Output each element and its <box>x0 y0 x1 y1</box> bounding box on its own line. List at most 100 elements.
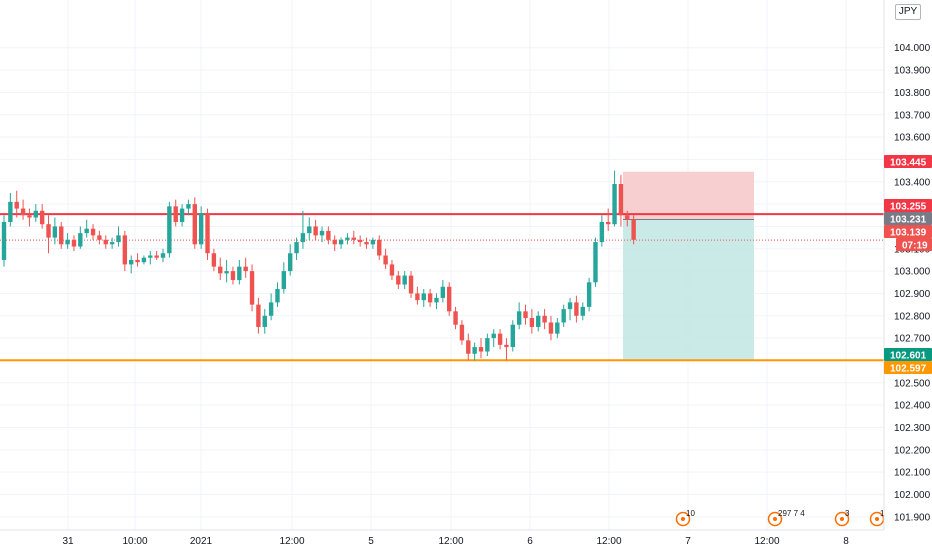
candle-body <box>84 228 89 234</box>
candle-body <box>313 226 318 236</box>
time-axis[interactable]: 31 10:00 2021 12:00 5 12:00 6 12:00 7 12:00 8 <box>62 536 849 547</box>
price-tag-countdown: 07:19 <box>896 238 932 252</box>
candle-body <box>243 266 248 272</box>
currency-label[interactable]: JPY <box>895 4 921 20</box>
candle-body <box>466 340 471 354</box>
price-tick-label: 102.800 <box>894 311 931 322</box>
price-tag-label: 07:19 <box>902 241 928 252</box>
price-tag-bg <box>884 361 932 374</box>
candle-body <box>415 293 420 301</box>
price-tag-target: 102.601 <box>884 348 932 362</box>
candle-body <box>300 233 306 243</box>
candle-body <box>612 184 617 225</box>
candle-body <box>427 293 433 303</box>
candle-body <box>606 221 611 225</box>
price-tag-label: 102.601 <box>890 351 927 362</box>
event-marker-count: 1 <box>880 509 885 518</box>
candle-body <box>402 275 407 285</box>
candle-body <box>20 208 26 216</box>
candle-body <box>516 311 522 325</box>
candle-body <box>167 206 172 254</box>
candle-body <box>90 228 96 236</box>
time-tick-label: 10:00 <box>122 536 147 547</box>
candle-body <box>78 233 83 247</box>
candle-body <box>593 242 598 283</box>
event-marker: 3 <box>834 509 850 527</box>
event-marker-dot <box>773 517 777 521</box>
time-tick-label: 12:00 <box>279 536 304 547</box>
price-axis[interactable]: 101.900 102.000 102.100 102.200 102.300 102.4… <box>894 43 931 523</box>
candle-body <box>8 201 13 222</box>
candle-body <box>224 271 229 274</box>
candle-body <box>364 242 369 245</box>
candle-body <box>453 311 458 325</box>
candle-body <box>472 347 477 354</box>
price-tag-stop: 103.445 <box>884 155 932 169</box>
candle-body <box>256 304 261 327</box>
candle-body <box>599 221 605 243</box>
price-tick-label: 104.000 <box>894 43 931 54</box>
candle-body <box>27 215 32 218</box>
event-marker: 10 <box>675 509 695 527</box>
candle-body <box>135 259 140 263</box>
candle-body <box>510 324 515 348</box>
candle-body <box>542 315 547 323</box>
candle-body <box>237 266 242 281</box>
candle-body <box>326 230 331 240</box>
price-tick-label: 102.300 <box>894 423 931 434</box>
candle-body <box>288 253 293 272</box>
candle-body <box>249 271 255 305</box>
time-tick-label: 12:00 <box>754 536 779 547</box>
candle-body <box>523 311 528 319</box>
candle-body <box>275 288 280 303</box>
candle-body <box>129 259 134 265</box>
price-tag-label: 102.597 <box>890 364 927 375</box>
time-tick-label: 31 <box>62 536 74 547</box>
candle-body <box>351 237 356 240</box>
price-tick-label: 102.400 <box>894 401 931 412</box>
price-tick-label: 102.000 <box>894 490 931 501</box>
price-tag-bg <box>884 199 932 212</box>
candle-body <box>618 184 624 216</box>
price-tick-label: 103.800 <box>894 88 931 99</box>
candle-body <box>396 275 401 285</box>
time-tick-label: 5 <box>368 536 374 547</box>
candle-body <box>497 333 503 345</box>
price-tick-label: 103.700 <box>894 110 931 121</box>
candle-body <box>116 235 121 243</box>
candle-body <box>186 204 191 209</box>
price-tick-label: 102.200 <box>894 445 931 456</box>
candle-body <box>536 315 541 327</box>
candle-body <box>307 226 312 234</box>
candle-body <box>205 213 210 254</box>
candle-body <box>529 318 535 327</box>
price-tag-last: 103.139 <box>884 225 932 239</box>
candle-body <box>370 239 376 245</box>
candle-body <box>198 213 204 245</box>
candle-body <box>39 210 45 225</box>
time-tick-label: 2021 <box>190 536 213 547</box>
candle-body <box>561 309 566 323</box>
candle-body <box>478 347 484 352</box>
price-tag-bg <box>884 155 932 168</box>
event-marker: 297 7 4 <box>767 509 805 527</box>
candle-body <box>230 271 236 281</box>
price-tick-label: 103.900 <box>894 66 931 77</box>
candle-body <box>281 271 287 289</box>
event-markers: 10 297 7 4 3 1 <box>675 509 885 527</box>
candle-body <box>345 237 350 240</box>
candle-body <box>192 204 197 245</box>
price-tag-bg <box>884 225 932 238</box>
event-marker-dot <box>875 517 879 521</box>
candle-body <box>141 257 147 263</box>
price-tick-label: 102.500 <box>894 378 931 389</box>
event-marker-count: 297 7 4 <box>778 509 805 518</box>
candle-body <box>109 242 115 245</box>
candle-body <box>440 286 446 298</box>
candle-body <box>504 344 509 348</box>
time-tick-label: 7 <box>685 536 691 547</box>
candle-body <box>179 208 185 222</box>
price-tag-support: 102.597 <box>884 361 932 375</box>
candle-body <box>555 322 560 334</box>
